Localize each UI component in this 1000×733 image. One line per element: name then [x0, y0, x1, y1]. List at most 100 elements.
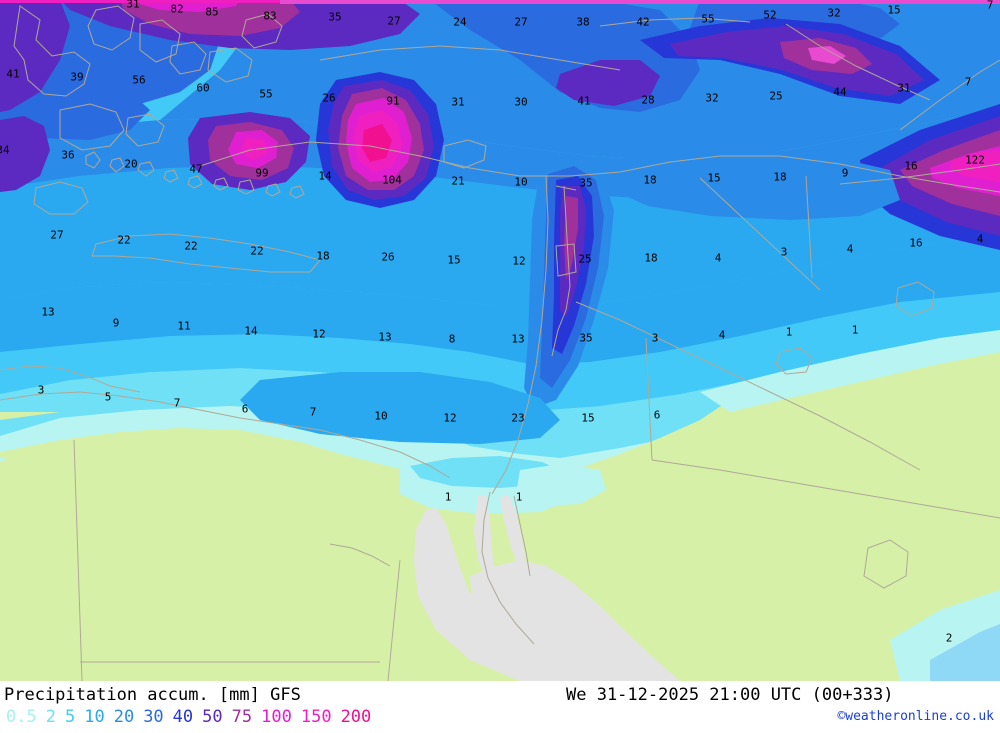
precip-label: 39: [70, 70, 84, 84]
precip-label: 27: [514, 15, 528, 29]
nodata-red-sea: [414, 508, 600, 681]
precip-label: 4: [714, 251, 722, 265]
precip-label: 60: [196, 81, 210, 95]
precip-label: 32: [705, 91, 719, 105]
precip-label: 83: [263, 9, 277, 23]
precip-label: 15: [887, 3, 901, 17]
precip-label: 22: [250, 244, 264, 258]
contour-10-main: [0, 236, 1000, 364]
precip-label: 26: [322, 91, 336, 105]
scale-tick: 10: [84, 707, 105, 727]
precip-label: 35: [579, 176, 593, 190]
precip-label: 10: [514, 175, 528, 189]
precip-label: 28: [641, 93, 655, 107]
contour-10-egypt: [240, 372, 560, 444]
scale-tick: 20: [113, 707, 135, 727]
precip-label: 16: [904, 159, 918, 173]
precip-label: 32: [827, 6, 841, 20]
precip-label: 1: [515, 490, 523, 504]
land-arabia: [640, 356, 1000, 681]
precip-label: 21: [451, 174, 465, 188]
scale-tick: 40: [172, 707, 194, 727]
precip-label: 4: [846, 242, 854, 256]
precip-label: 27: [387, 14, 401, 28]
precip-label: 14: [318, 169, 332, 183]
coastlines: [0, 5, 1000, 681]
model-run-timestamp: We 31-12-2025 21:00 UTC (00+333): [566, 685, 894, 705]
precip-label: 1: [851, 323, 859, 337]
precip-label: 31: [126, 0, 140, 11]
color-scale-legend: 0.5 2 5 10 20 30 40 50 75 100 150 200: [6, 707, 380, 727]
precip-label: 23: [511, 411, 525, 425]
precip-label: 12: [512, 254, 526, 268]
precip-label: 27: [50, 228, 64, 242]
map-footer: Precipitation accum. [mm] GFS 0.5 2 5 10 20 3…: [0, 681, 1000, 733]
precip-label: 52: [763, 8, 777, 22]
precip-label: 122: [965, 153, 985, 167]
precip-label: 7: [964, 75, 972, 89]
precip-label: 99: [255, 166, 269, 180]
precip-label: 13: [378, 330, 392, 344]
precip-label: 36: [61, 148, 75, 162]
precip-label: 10: [374, 409, 388, 423]
precip-label: 41: [6, 67, 20, 81]
precip-label: 35: [579, 331, 593, 345]
contour-50-left: [0, 0, 70, 112]
credit-link[interactable]: ©weatheronline.co.uk: [837, 709, 994, 724]
contour-20-east-levant: [610, 150, 900, 220]
scale-tick: 0.5: [6, 707, 37, 727]
precip-label: 7: [173, 396, 181, 410]
contour-150-east: [950, 150, 1000, 182]
nodata-red-sea-body: [470, 560, 680, 681]
contour-100-topright: [808, 46, 846, 64]
precip-label: 4: [976, 232, 984, 246]
precip-label: 22: [117, 233, 131, 247]
precip-label: 104: [382, 173, 402, 187]
top-edge-magenta-2: [0, 0, 280, 3]
precip-label: 91: [386, 94, 400, 108]
contour-200-crete: [362, 124, 392, 162]
precip-label: 25: [578, 252, 592, 266]
scale-tick: 50: [202, 707, 223, 727]
precip-label: 2: [945, 631, 953, 645]
precip-label: 14: [244, 324, 258, 338]
precip-label: 31: [897, 81, 911, 95]
page-title: Precipitation accum. [mm] GFS: [4, 685, 301, 705]
precip-label: 35: [328, 10, 342, 24]
precip-label: 25: [769, 89, 783, 103]
precip-label: 22: [184, 239, 198, 253]
precip-label: 3: [651, 331, 659, 345]
precip-label: 18: [773, 170, 787, 184]
land-egypt-upper: [0, 428, 420, 492]
precip-label: 18: [316, 249, 330, 263]
precip-label: 12: [443, 411, 457, 425]
precip-label: 26: [381, 250, 395, 264]
precip-label: 11: [177, 319, 191, 333]
contour-50-left2: [0, 116, 50, 192]
precip-label: 47: [189, 162, 203, 176]
precip-label: 16: [909, 236, 923, 250]
precip-label: 34: [0, 143, 10, 157]
precip-label: 15: [707, 171, 721, 185]
precip-label: 56: [132, 73, 146, 87]
precip-label: 1: [444, 490, 452, 504]
precip-label: 55: [701, 12, 715, 26]
precip-label: 3: [780, 245, 788, 259]
nodata-gulf-suez: [474, 496, 494, 578]
precip-label: 15: [581, 411, 595, 425]
precip-label: 13: [41, 305, 55, 319]
scale-tick: 75: [231, 707, 253, 727]
scale-tick: 5: [64, 707, 76, 727]
scale-tick: 150: [300, 707, 332, 727]
precip-0p5-ne: [700, 330, 1000, 412]
precipitation-map[interactable]: 31 82 85 83 35 27 24 27 38 42 55 52 32 15 7 41 39 56 55 26 9…: [0, 0, 1000, 681]
precip-label: 12: [312, 327, 326, 341]
contour-75-levant: [564, 196, 578, 280]
precip-label: 24: [453, 15, 467, 29]
precip-label: 44: [833, 85, 847, 99]
scale-tick: 30: [143, 707, 164, 727]
precip-label: 6: [653, 408, 661, 422]
precip-0p5-sinai: [516, 464, 606, 506]
precip-label: 7: [986, 0, 994, 12]
